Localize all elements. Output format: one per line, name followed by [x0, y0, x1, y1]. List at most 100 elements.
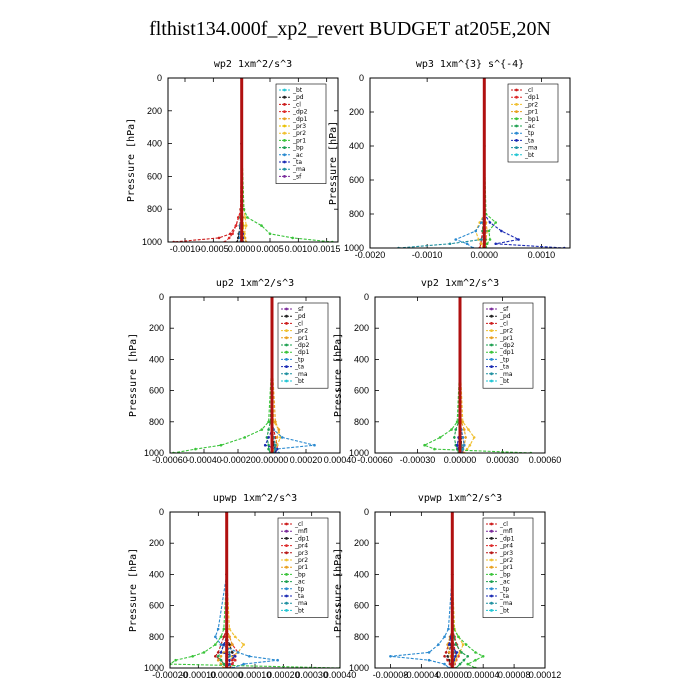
- data-point-ac: [454, 643, 458, 646]
- legend-marker: [285, 529, 288, 533]
- legend-label: _sf: [499, 306, 509, 313]
- y-tick-label: 800: [354, 632, 369, 642]
- data-point-bp: [219, 635, 223, 639]
- data-point-ta: [455, 443, 459, 447]
- legend-label: _pr1: [524, 109, 538, 116]
- x-tick-label: -0.0010: [170, 244, 201, 254]
- legend-marker: [285, 314, 288, 318]
- legend-marker: [490, 343, 493, 347]
- legend-label: _dp1: [294, 535, 310, 542]
- legend-label: _tp: [499, 586, 509, 593]
- data-point-dp1: [228, 643, 231, 646]
- data-point-cl: [231, 658, 234, 662]
- legend-marker: [283, 167, 286, 171]
- data-point-pr3: [448, 662, 452, 666]
- data-point-pr2: [242, 643, 245, 646]
- x-tick-label: -0.0005: [198, 244, 229, 254]
- data-point-ma: [228, 651, 231, 654]
- legend-marker: [490, 314, 493, 318]
- data-point-dp2: [234, 224, 238, 227]
- series-line-dp1: [173, 297, 273, 453]
- legend-label: _dp1: [292, 116, 308, 123]
- data-point-tp: [427, 658, 431, 662]
- data-point-dp1: [267, 420, 270, 424]
- series-line-pr2: [451, 512, 464, 668]
- plot-frame: [169, 511, 341, 669]
- x-tick-label: 0.00004: [467, 670, 500, 680]
- y-tick-label: 1000: [349, 448, 369, 458]
- legend-marker: [283, 95, 286, 99]
- series-line-cl: [173, 78, 243, 242]
- data-point-dp1: [423, 443, 426, 447]
- legend-marker: [490, 336, 493, 340]
- legend-marker: [515, 124, 518, 128]
- y-tick-label: 1000: [144, 663, 164, 673]
- data-point-pr2: [480, 242, 483, 246]
- legend-marker: [285, 551, 288, 555]
- legend-label: _pr1: [499, 335, 513, 342]
- legend-marker: [515, 139, 518, 142]
- x-tick-label: 0.0010: [528, 250, 556, 260]
- legend-label: _tp: [524, 130, 534, 137]
- legend-marker: [285, 601, 288, 605]
- data-point-dp2: [231, 232, 234, 236]
- legend-marker: [285, 350, 288, 354]
- legend-marker: [283, 103, 286, 106]
- series-line-dp1: [447, 512, 453, 668]
- data-point-tp: [465, 242, 469, 246]
- data-point-dp1: [450, 428, 453, 431]
- plot-area: [172, 297, 316, 453]
- legend-marker: [285, 343, 288, 347]
- data-point-tp: [480, 221, 483, 224]
- legend-label: _bt: [294, 607, 305, 614]
- legend: _cl_dp1_pr2_pr1_bp1_ac_tp_ta_ma_bt: [507, 83, 559, 163]
- y-tick-label: 1000: [349, 663, 369, 673]
- series-line-ac: [451, 512, 469, 668]
- y-tick-label: 800: [149, 632, 164, 642]
- series-line-pr3: [214, 512, 228, 668]
- legend-label: _dp2: [292, 109, 308, 116]
- data-point-pr1: [246, 216, 249, 219]
- data-point-pr2: [468, 443, 472, 447]
- x-tick-label: 0.00020: [267, 670, 300, 680]
- y-tick-label: 400: [147, 139, 162, 149]
- y-tick-label: 0: [157, 73, 162, 83]
- legend-marker: [515, 153, 518, 157]
- data-point-dp1: [446, 655, 449, 658]
- legend-label: _bt: [524, 152, 535, 159]
- legend-marker: [490, 609, 493, 612]
- x-tick-label: 0.0015: [313, 244, 341, 254]
- x-tick-label: 0.00040: [324, 670, 357, 680]
- legend-label: _bp: [294, 571, 306, 578]
- legend-marker: [285, 544, 288, 547]
- legend-label: _ta: [294, 593, 304, 600]
- legend-label: _tp: [294, 586, 304, 593]
- y-tick-label: 200: [147, 106, 162, 116]
- data-point-ac: [222, 662, 226, 666]
- legend-label: _pr3: [292, 123, 306, 130]
- data-point-pr2: [465, 447, 469, 451]
- data-point-pr2: [467, 428, 470, 431]
- x-tick-label: -0.00060: [357, 455, 393, 465]
- data-point-bp: [174, 658, 177, 662]
- legend-label: _ac: [524, 123, 535, 130]
- legend-marker: [490, 544, 493, 547]
- y-tick-label: 1000: [142, 237, 162, 247]
- legend-marker: [283, 124, 286, 128]
- y-tick-label: 800: [354, 417, 369, 427]
- legend-marker: [283, 110, 286, 113]
- y-axis-label: Pressure [hPa]: [128, 548, 139, 632]
- legend-label: _pr1: [294, 335, 308, 342]
- data-point-pr2: [244, 224, 248, 227]
- series-line-tp: [390, 512, 453, 668]
- data-point-ac: [462, 658, 466, 662]
- x-tick-label: -0.0020: [355, 250, 386, 260]
- legend-marker: [285, 594, 288, 598]
- plot-frame: [374, 296, 546, 454]
- series-line-ma: [398, 78, 486, 248]
- data-point-tp: [443, 635, 446, 639]
- data-point-dp1: [433, 447, 436, 451]
- x-tick-label: 0.00000: [444, 455, 477, 465]
- data-point-dp2: [454, 428, 458, 431]
- data-point-dp1: [231, 651, 234, 654]
